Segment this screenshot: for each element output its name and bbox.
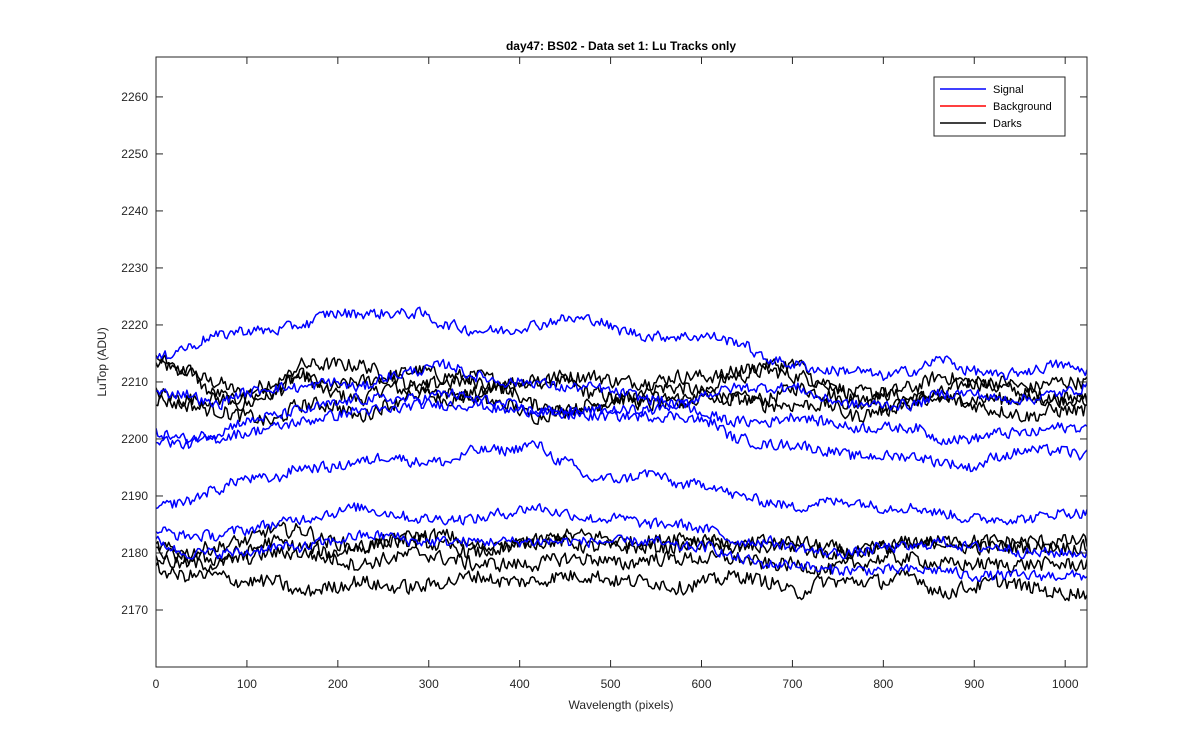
- x-tick-label: 800: [873, 677, 893, 691]
- chart-title: day47: BS02 - Data set 1: Lu Tracks only: [506, 39, 736, 53]
- x-tick-label: 1000: [1052, 677, 1079, 691]
- y-tick-label: 2210: [121, 375, 148, 389]
- series-line-signal-0: [156, 306, 1087, 382]
- series-line-darks-11: [156, 521, 1087, 560]
- series-line-darks-14: [156, 561, 1087, 602]
- x-axis-label: Wavelength (pixels): [569, 698, 674, 712]
- x-tick-label: 0: [153, 677, 160, 691]
- x-tick-label: 500: [601, 677, 621, 691]
- plot-area: [156, 57, 1087, 667]
- legend-label-background: Background: [993, 101, 1052, 113]
- x-tick-label: 400: [510, 677, 530, 691]
- y-tick-label: 2180: [121, 546, 148, 560]
- x-tick-label: 200: [328, 677, 348, 691]
- y-axis-label: LuTop (ADU): [95, 327, 109, 396]
- y-tick-label: 2200: [121, 432, 148, 446]
- x-tick-label: 300: [419, 677, 439, 691]
- legend-label-signal: Signal: [993, 84, 1024, 96]
- series-line-darks-8: [156, 354, 1087, 412]
- series-line-signal-1: [156, 358, 1087, 412]
- series-line-signal-2: [156, 397, 1087, 450]
- tick-layer: 0 100 200 300 400 500 600 700 800 900 1000 2170 2180…: [121, 57, 1087, 691]
- legend-label-darks: Darks: [993, 118, 1022, 130]
- y-tick-label: 2240: [121, 204, 148, 218]
- series-line-signal-4: [156, 440, 1087, 526]
- y-tick-label: 2260: [121, 90, 148, 104]
- y-tick-label: 2190: [121, 489, 148, 503]
- y-tick-label: 2230: [121, 261, 148, 275]
- series-line-signal-3: [156, 388, 1087, 473]
- x-tick-label: 100: [237, 677, 257, 691]
- legend: Signal Background Darks: [933, 76, 1066, 137]
- y-tick-label: 2170: [121, 603, 148, 617]
- x-tick-label: 700: [782, 677, 802, 691]
- y-tick-label: 2250: [121, 147, 148, 161]
- x-tick-label: 600: [691, 677, 711, 691]
- y-tick-label: 2220: [121, 318, 148, 332]
- axes-box: [155, 56, 1088, 668]
- series-line-darks-10: [156, 375, 1087, 426]
- series-line-signal-5: [156, 502, 1087, 560]
- x-tick-label: 900: [964, 677, 984, 691]
- series-line-darks-13: [156, 546, 1087, 577]
- series-layer: [156, 306, 1087, 602]
- series-line-signal-6: [156, 529, 1087, 583]
